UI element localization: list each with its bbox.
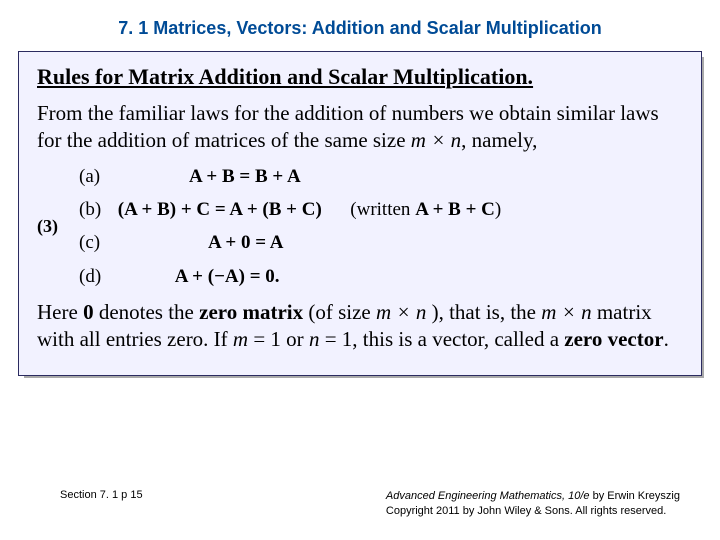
eq-d-text: A + (−A) = 0. [175,266,280,287]
rules-title: Rules for Matrix Addition and Scalar Mul… [37,64,683,90]
eq-d-label: (d) [79,260,113,293]
closing-zero: 0 [83,300,94,324]
closing-1d: ), that is, the [426,300,541,324]
closing-mn2: m × n [376,300,426,324]
closing-zero-vector: zero vector [564,327,663,351]
closing-mn3: m × n [541,300,591,324]
intro-text-1: From the familiar laws for the addition … [37,101,659,152]
footer-book-title: Advanced Engineering Mathematics, 10/e [386,490,590,502]
closing-eq2: = 1, this is a vector, called a [319,327,564,351]
equation-a: (a) A + B = B + A [79,160,501,193]
closing-zero-matrix: zero matrix [199,300,303,324]
eq-a-text: A + B = B + A [189,166,301,187]
closing-1b: denotes the [94,300,200,324]
equation-c: (c) A + 0 = A [79,226,501,259]
equation-b: (b) (A + B) + C = A + (B + C) (written A… [79,193,501,226]
intro-mn: m × n [411,128,461,152]
closing-1c: (of size [303,300,376,324]
slide-footer: Section 7. 1 p 15 Advanced Engineering M… [0,489,720,518]
content-inner: Rules for Matrix Addition and Scalar Mul… [18,51,702,376]
closing-n: n [309,327,320,351]
eq-c-label: (c) [79,226,113,259]
eq-c-text: A + 0 = A [208,232,284,253]
closing-1a: Here [37,300,83,324]
eq-b-label: (b) [79,193,113,226]
content-box: Rules for Matrix Addition and Scalar Mul… [18,51,702,376]
intro-paragraph: From the familiar laws for the addition … [37,100,683,154]
footer-author: by Erwin Kreyszig [590,490,680,502]
intro-text-2: , namely, [461,128,537,152]
closing-eq1: = 1 or [248,327,309,351]
equation-list: (a) A + B = B + A (b) (A + B) + C = A + … [79,160,501,293]
eq-a-label: (a) [79,160,113,193]
eq-b-note: (written A + B + C) [350,199,501,220]
footer-right: Advanced Engineering Mathematics, 10/e b… [386,489,680,518]
footer-left: Section 7. 1 p 15 [60,489,143,518]
equations-block: (3) (a) A + B = B + A (b) (A + B) + C = … [37,160,683,293]
closing-paragraph: Here 0 denotes the zero matrix (of size … [37,299,683,353]
footer-copyright: Copyright 2011 by John Wiley & Sons. All… [386,505,666,517]
equation-d: (d) A + (−A) = 0. [79,260,501,293]
equation-marker: (3) [37,216,79,237]
closing-period: . [664,327,669,351]
eq-b-lhs: (A + B) + C = A + (B + C) [118,199,322,220]
slide-header: 7. 1 Matrices, Vectors: Addition and Sca… [0,0,720,51]
closing-m: m [233,327,248,351]
